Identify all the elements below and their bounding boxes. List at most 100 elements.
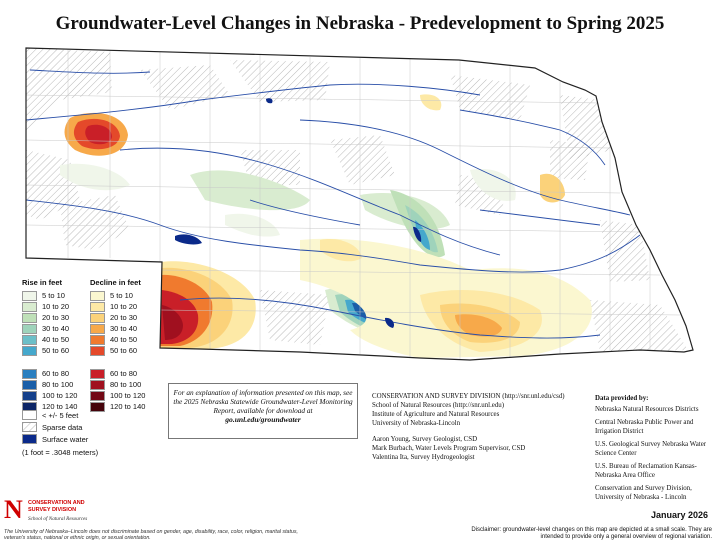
- decline-label: 50 to 60: [110, 346, 138, 355]
- rise-legend-row: 10 to 20: [22, 301, 87, 312]
- credit-person: Mark Burbach, Water Levels Program Super…: [372, 444, 526, 452]
- rise-swatch: [22, 301, 37, 312]
- decline-legend-row: 100 to 120: [90, 390, 155, 401]
- decline-label: 80 to 100: [110, 380, 142, 389]
- rise-label: 60 to 80: [42, 369, 70, 378]
- rise-swatch: [22, 334, 37, 345]
- decline-legend-row: 40 to 50: [90, 334, 155, 345]
- decline-label: 120 to 140: [110, 402, 146, 411]
- rise-legend-row: 20 to 30: [22, 312, 87, 323]
- county-boundaries: [26, 48, 681, 360]
- csd-line: Institute of Agriculture and Natural Res…: [372, 410, 500, 418]
- provider-item: Nebraska Natural Resources Districts: [595, 405, 699, 413]
- logo-letter: N: [4, 495, 23, 524]
- decline-label: 40 to 50: [110, 335, 138, 344]
- rise-legend-row: 5 to 10: [22, 290, 87, 301]
- rise-heading: Rise in feet: [22, 278, 63, 287]
- decline-legend-row: 120 to 140: [90, 401, 155, 412]
- provider-item: Central Nebraska Public Power and Irriga…: [595, 418, 694, 435]
- state-outline: [25, 47, 694, 361]
- csd-line: CONSERVATION AND SURVEY DIVISION (http:/…: [372, 393, 565, 400]
- decline-label: 30 to 40: [110, 324, 138, 333]
- logo-line3: School of Natural Resources: [28, 516, 88, 522]
- rise-legend: Rise in feet 5 to 10 10 to 20 20 to 30 30 t…: [22, 278, 87, 412]
- decline-swatch: [90, 301, 105, 312]
- decline-swatch: [90, 368, 105, 379]
- decline-areas: [64, 94, 592, 358]
- rise-label: 100 to 120: [42, 391, 78, 400]
- decline-legend: Decline in feet 5 to 10 10 to 20 20 to 30 3…: [90, 278, 155, 412]
- rise-label: 120 to 140: [42, 402, 78, 411]
- rise-legend-row: 40 to 50: [22, 334, 87, 345]
- unit-conversion: (1 foot = .3048 meters): [22, 448, 99, 457]
- decline-swatch: [90, 323, 105, 334]
- csd-line: University of Nebraska-Lincoln: [372, 419, 461, 427]
- decline-label: 5 to 10: [110, 291, 133, 300]
- rise-swatch: [22, 323, 37, 334]
- csd-line: School of Natural Resources (http://snr.…: [372, 401, 505, 409]
- surface-water-swatch: [22, 434, 37, 444]
- info-text: For an explanation of information presen…: [173, 388, 353, 416]
- decline-legend-row: 80 to 100: [90, 379, 155, 390]
- rise-legend-row: 60 to 80: [22, 368, 87, 379]
- map-title: Groundwater-Level Changes in Nebraska - …: [55, 13, 665, 34]
- legend-sparse: Sparse data: [22, 421, 88, 433]
- rise-label: 40 to 50: [42, 335, 70, 344]
- unl-logo: N CONSERVATION AND SURVEY DIVISION Schoo…: [4, 497, 114, 527]
- provider-item: U.S. Bureau of Reclamation Kansas-Nebras…: [595, 462, 697, 479]
- legend-extras: < +/- 5 feet Sparse data Surface water: [22, 409, 88, 445]
- rise-label: 10 to 20: [42, 302, 70, 311]
- decline-legend-row: 60 to 80: [90, 368, 155, 379]
- decline-swatch: [90, 379, 105, 390]
- rise-swatch: [22, 312, 37, 323]
- rise-label: 50 to 60: [42, 346, 70, 355]
- decline-swatch: [90, 401, 105, 412]
- rise-legend-row: 80 to 100: [22, 379, 87, 390]
- decline-swatch: [90, 312, 105, 323]
- rise-legend-row: 100 to 120: [22, 390, 87, 401]
- nebraska-map: [25, 47, 694, 361]
- legend-small-change: < +/- 5 feet: [22, 409, 88, 421]
- legend-surface-water: Surface water: [22, 433, 88, 445]
- decline-swatch: [90, 290, 105, 301]
- decline-swatch: [90, 390, 105, 401]
- rise-label: 20 to 30: [42, 313, 70, 322]
- publication-date: January 2026: [650, 510, 708, 520]
- provider-item: U.S. Geological Survey Nebraska Water Sc…: [595, 440, 707, 457]
- data-providers: Data provided by: Nebraska Natural Resou…: [595, 395, 720, 507]
- disclaimer: Disclaimer: groundwater-level changes on…: [471, 527, 712, 541]
- rise-legend-row: 30 to 40: [22, 323, 87, 334]
- decline-legend-row: 50 to 60: [90, 345, 155, 356]
- logo-line2: SURVEY DIVISION: [28, 507, 77, 513]
- credit-person: Aaron Young, Survey Geologist, CSD: [372, 435, 478, 443]
- csd-credits: CONSERVATION AND SURVEY DIVISION (http:/…: [372, 393, 592, 463]
- rivers: [26, 69, 641, 339]
- small-change-swatch: [22, 410, 37, 420]
- rise-legend-row: 50 to 60: [22, 345, 87, 356]
- info-box: For an explanation of information presen…: [168, 383, 358, 439]
- rise-label: 5 to 10: [42, 291, 65, 300]
- decline-label: 100 to 120: [110, 391, 146, 400]
- surface-water: [175, 98, 422, 328]
- decline-swatch: [90, 345, 105, 356]
- rise-label: 80 to 100: [42, 380, 74, 389]
- info-url[interactable]: go.unl.edu/groundwater: [225, 415, 301, 425]
- decline-swatch: [90, 334, 105, 345]
- decline-heading: Decline in feet: [90, 278, 141, 287]
- rise-swatch: [22, 379, 37, 390]
- provider-item: Conservation and Survey Division, Univer…: [595, 484, 692, 501]
- logo-line1: CONSERVATION AND: [28, 500, 85, 506]
- sparse-swatch: [22, 422, 37, 432]
- rise-swatch: [22, 345, 37, 356]
- providers-heading: Data provided by:: [595, 395, 649, 402]
- decline-label: 60 to 80: [110, 369, 138, 378]
- decline-label: 10 to 20: [110, 302, 138, 311]
- decline-label: 20 to 30: [110, 313, 138, 322]
- decline-legend-row: 10 to 20: [90, 301, 155, 312]
- credit-person: Valentina Ita, Survey Hydrogeologist: [372, 453, 475, 461]
- decline-legend-row: 5 to 10: [90, 290, 155, 301]
- nondiscrimination-statement: The University of Nebraska–Lincoln does …: [4, 529, 299, 542]
- sparse-data-areas: [26, 48, 688, 352]
- decline-legend-row: 20 to 30: [90, 312, 155, 323]
- rise-swatch: [22, 290, 37, 301]
